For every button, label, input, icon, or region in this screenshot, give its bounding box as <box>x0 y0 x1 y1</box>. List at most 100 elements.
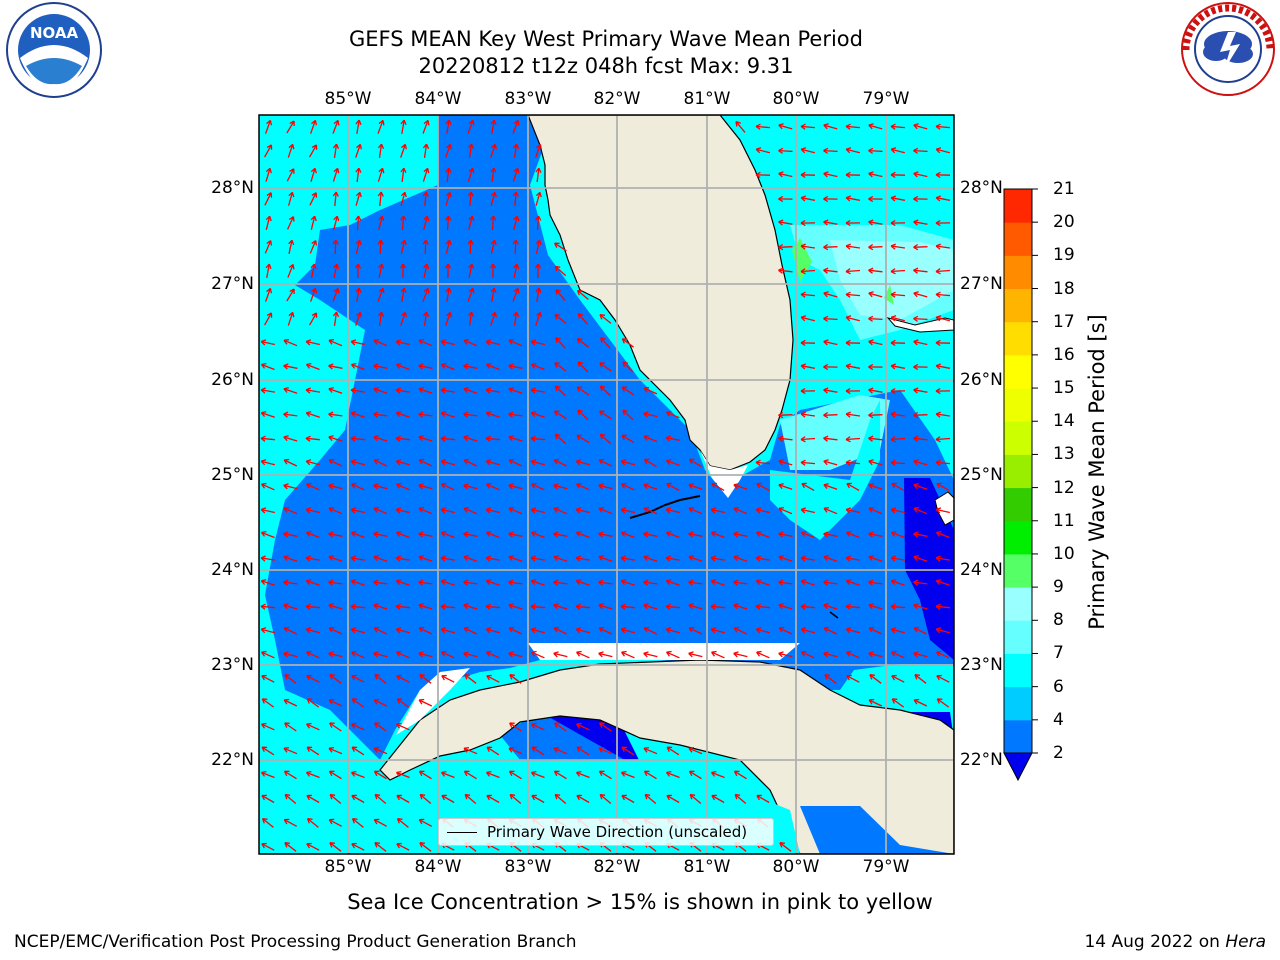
wave-arrow-head <box>350 770 357 777</box>
wave-arrow-head <box>351 817 358 824</box>
wave-arrow-head <box>509 722 515 728</box>
wave-arrow <box>261 340 275 346</box>
wave-arrow <box>733 507 748 515</box>
wave-arrow <box>351 723 365 731</box>
wave-arrow-head <box>935 291 941 298</box>
wave-arrow-head <box>643 770 650 777</box>
wave-arrow <box>598 507 613 515</box>
wave-arrow-head <box>935 171 941 179</box>
wave-arrow-head <box>373 506 380 513</box>
wave-arrow <box>374 722 387 732</box>
wave-arrow-head <box>890 147 897 154</box>
wave-arrow-head <box>600 337 606 343</box>
colorbar-tick-label: 6 <box>1053 676 1064 697</box>
wave-arrow-head <box>688 506 695 513</box>
wave-arrow-head <box>288 311 295 318</box>
wave-arrow <box>512 288 519 302</box>
wave-arrow-head <box>553 603 559 610</box>
wave-arrow <box>486 340 500 346</box>
wave-arrow <box>778 149 793 153</box>
wave-arrow <box>890 125 906 129</box>
wave-arrow <box>935 605 951 609</box>
wave-arrow-head <box>373 603 379 610</box>
bahamas-island <box>886 317 954 333</box>
wave-arrow-head <box>643 434 650 441</box>
wave-arrow-head <box>935 507 942 514</box>
wave-arrow <box>576 628 590 634</box>
wave-arrow <box>778 246 793 248</box>
wave-arrow-head <box>575 459 582 466</box>
wave-arrow <box>643 412 658 418</box>
wave-arrow <box>288 240 293 254</box>
wave-arrow-head <box>445 215 452 221</box>
wave-arrow-head <box>418 698 425 705</box>
wave-arrow <box>373 556 388 562</box>
wave-arrow <box>689 770 702 780</box>
wave-arrow-head <box>935 123 941 130</box>
wave-arrow <box>824 674 837 684</box>
colorbar-swatch <box>1004 421 1032 455</box>
wave-arrow <box>868 317 883 321</box>
colorbar-swatch <box>1004 620 1032 654</box>
wave-arrow-head <box>508 603 514 610</box>
wave-arrow-head <box>418 387 424 393</box>
wave-arrow <box>823 581 838 585</box>
wave-arrow-head <box>355 311 362 318</box>
wave-arrow-head <box>311 287 318 294</box>
wave-arrow <box>351 794 365 804</box>
wave-arrow-head <box>666 482 672 489</box>
wave-arrow-head <box>577 409 583 416</box>
wave-arrow <box>328 627 343 635</box>
wave-arrow-head <box>913 651 919 658</box>
wave-arrow-head <box>555 337 561 343</box>
wave-arrow-head <box>396 722 402 729</box>
wave-arrow-head <box>845 195 852 202</box>
wave-arrow <box>355 144 361 158</box>
wave-arrow-head <box>395 435 401 442</box>
wave-arrow <box>422 168 429 182</box>
wave-arrow <box>332 120 339 134</box>
wave-arrow-head <box>283 698 290 705</box>
wave-arrow-head <box>935 243 941 250</box>
wave-arrow <box>531 723 545 731</box>
wave-arrow <box>373 436 388 442</box>
wave-arrow <box>845 461 861 465</box>
wave-arrow <box>890 557 906 561</box>
wave-arrow <box>823 604 838 610</box>
wave-arrow-head <box>868 459 874 466</box>
wave-arrow <box>891 148 905 154</box>
wave-arrow-head <box>823 123 829 130</box>
wave-arrow <box>801 508 815 514</box>
wave-arrow <box>328 699 343 707</box>
wave-arrow-head <box>395 530 402 537</box>
wave-arrow <box>284 842 297 852</box>
wave-arrow-head <box>440 579 447 586</box>
wave-arrow <box>356 287 360 303</box>
wave-arrow <box>512 168 519 182</box>
wave-arrow-head <box>283 483 289 490</box>
wave-arrow <box>621 580 635 586</box>
wave-arrow <box>513 216 518 230</box>
wave-arrow <box>306 746 320 756</box>
wave-arrow <box>936 675 950 683</box>
wave-arrow <box>490 240 496 254</box>
wave-arrow <box>264 312 272 326</box>
wave-arrow-head <box>913 315 919 322</box>
wave-arrow-head <box>868 363 874 371</box>
lon-tick-bottom: 83°W <box>504 857 552 877</box>
wave-arrow <box>468 312 473 326</box>
wave-arrow <box>913 604 928 610</box>
wave-arrow <box>328 339 343 347</box>
wave-direction-arrows <box>260 119 951 852</box>
wave-arrow <box>535 312 541 326</box>
wave-arrow-head <box>485 435 491 442</box>
wave-arrow <box>756 531 770 539</box>
wave-arrow <box>423 144 428 158</box>
wave-arrow-head <box>305 339 312 346</box>
wave-arrow-head <box>890 411 896 418</box>
wave-arrow-head <box>440 362 447 369</box>
wave-arrow-head <box>689 793 696 800</box>
wave-arrow-head <box>868 483 874 490</box>
wave-arrow-head <box>283 531 289 538</box>
ocean-period-9-10 <box>792 238 812 282</box>
